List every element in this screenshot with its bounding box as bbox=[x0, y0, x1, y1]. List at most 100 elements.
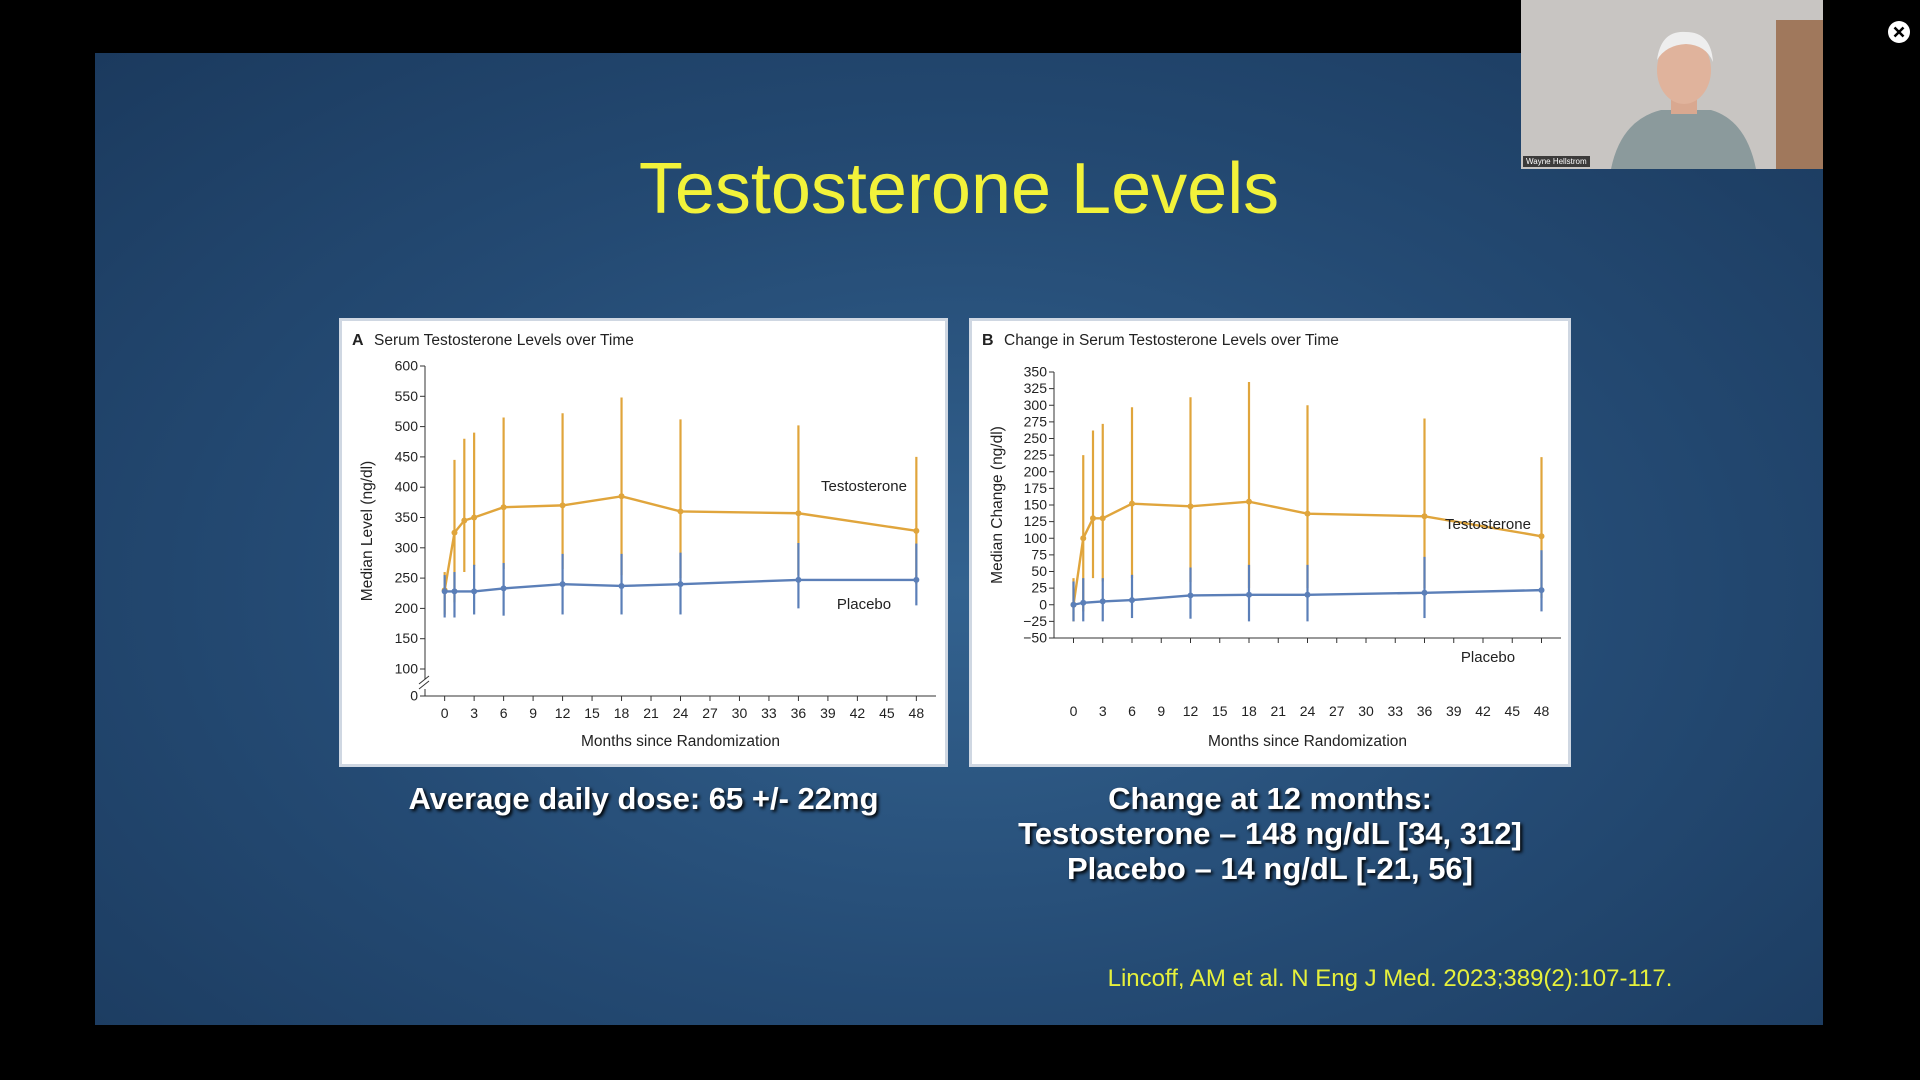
x-tick-label: 30 bbox=[732, 705, 748, 721]
data-point bbox=[441, 588, 448, 595]
y-axis-label: Median Change (ng/dl) bbox=[989, 426, 1006, 584]
data-point bbox=[913, 527, 920, 534]
x-tick-label: 12 bbox=[1183, 703, 1199, 719]
y-tick-label: 125 bbox=[1024, 513, 1048, 529]
y-tick-label: 100 bbox=[1024, 530, 1048, 546]
x-tick-label: 9 bbox=[1157, 703, 1165, 719]
data-point bbox=[1080, 535, 1087, 542]
x-tick-label: 24 bbox=[1300, 703, 1316, 719]
data-point bbox=[500, 585, 507, 592]
y-tick-label: 0 bbox=[1039, 596, 1047, 612]
data-point bbox=[1099, 598, 1106, 605]
y-tick-label: 325 bbox=[1024, 380, 1048, 396]
data-point bbox=[1070, 601, 1077, 608]
data-point bbox=[1421, 513, 1428, 520]
y-tick-label: 150 bbox=[1024, 497, 1048, 513]
data-point bbox=[559, 502, 566, 509]
y-tick-label: 50 bbox=[1031, 563, 1047, 579]
x-tick-label: 33 bbox=[1387, 703, 1403, 719]
data-point bbox=[913, 576, 920, 583]
caption-line: Placebo – 14 ng/dL [-21, 56] bbox=[1066, 851, 1473, 886]
series-label: Testosterone bbox=[1445, 516, 1531, 533]
citation: Lincoff, AM et al. N Eng J Med. 2023;389… bbox=[1107, 965, 1673, 992]
x-tick-label: 6 bbox=[1128, 703, 1136, 719]
x-tick-label: 18 bbox=[614, 705, 630, 721]
x-tick-label: 0 bbox=[441, 705, 449, 721]
x-tick-label: 3 bbox=[1099, 703, 1107, 719]
data-point bbox=[1099, 515, 1106, 522]
y-tick-label: 350 bbox=[1024, 364, 1048, 380]
slide-title: Testosterone Levels bbox=[638, 149, 1280, 229]
x-tick-label: 0 bbox=[1070, 703, 1078, 719]
y-tick-label: 225 bbox=[1024, 447, 1048, 463]
chart-panel: A Serum Testosterone Levels over Time 0 100… bbox=[339, 318, 948, 767]
y-tick-label: 150 bbox=[395, 630, 419, 646]
data-point bbox=[451, 588, 458, 595]
caption: Average daily dose: 65 +/- 22mg bbox=[408, 781, 879, 816]
caption: Change at 12 months: Testosterone – 148 … bbox=[969, 781, 1571, 886]
x-axis-label: Months since Randomization bbox=[581, 733, 780, 750]
x-axis-label: Months since Randomization bbox=[1208, 733, 1407, 750]
data-point bbox=[618, 493, 625, 500]
close-button[interactable] bbox=[1887, 20, 1911, 44]
y-tick-label: 200 bbox=[1024, 463, 1048, 479]
panel-label: A bbox=[352, 332, 364, 349]
y-tick-label: 175 bbox=[1024, 480, 1048, 496]
x-tick-label: 6 bbox=[500, 705, 508, 721]
data-point bbox=[1304, 510, 1311, 517]
x-tick-label: 30 bbox=[1358, 703, 1374, 719]
video-tile: Wayne Hellstrom bbox=[1521, 0, 1823, 169]
x-tick-label: 48 bbox=[909, 705, 925, 721]
chart-title: Serum Testosterone Levels over Time bbox=[374, 332, 634, 349]
data-point bbox=[500, 504, 507, 511]
data-point bbox=[1129, 500, 1135, 507]
y-tick-label: 25 bbox=[1031, 580, 1047, 596]
data-point bbox=[1129, 597, 1135, 604]
x-tick-label: 9 bbox=[529, 705, 537, 721]
data-point bbox=[795, 576, 802, 583]
data-point bbox=[559, 581, 566, 588]
y-tick-label: 275 bbox=[1024, 413, 1048, 429]
x-tick-label: 15 bbox=[1212, 703, 1228, 719]
data-point bbox=[1080, 599, 1087, 606]
x-tick-label: 45 bbox=[879, 705, 895, 721]
x-tick-label: 3 bbox=[470, 705, 478, 721]
y-tick-label: 250 bbox=[1024, 430, 1048, 446]
x-tick-label: 27 bbox=[702, 705, 718, 721]
series-line bbox=[443, 495, 917, 591]
data-point bbox=[471, 588, 478, 595]
x-tick-label: 18 bbox=[1241, 703, 1257, 719]
y-tick-label: 400 bbox=[395, 479, 419, 495]
caption-line: Testosterone – 148 ng/dL [34, 312] bbox=[1018, 816, 1522, 851]
data-point bbox=[618, 582, 625, 589]
x-tick-label: 39 bbox=[820, 705, 836, 721]
data-point bbox=[1187, 503, 1194, 510]
series-label: Placebo bbox=[1461, 649, 1515, 666]
series-label: Placebo bbox=[837, 596, 891, 613]
chart: B Change in Serum Testosterone Levels ove… bbox=[982, 332, 1561, 750]
x-tick-label: 39 bbox=[1446, 703, 1462, 719]
data-point bbox=[1187, 592, 1194, 599]
data-point bbox=[1421, 589, 1428, 596]
series-line bbox=[1072, 500, 1542, 605]
y-tick-label: 100 bbox=[395, 661, 419, 677]
y-tick-label: 600 bbox=[395, 358, 419, 374]
x-tick-label: 36 bbox=[791, 705, 807, 721]
axis-break bbox=[418, 675, 430, 690]
x-tick-label: 36 bbox=[1417, 703, 1433, 719]
x-tick-label: 48 bbox=[1534, 703, 1550, 719]
y-tick-label: 350 bbox=[395, 509, 419, 525]
x-tick-label: 24 bbox=[673, 705, 689, 721]
y-tick-label: −25 bbox=[1023, 613, 1047, 629]
x-tick-label: 42 bbox=[1475, 703, 1491, 719]
chart: A Serum Testosterone Levels over Time 0 100… bbox=[352, 332, 936, 750]
y-tick-label: −50 bbox=[1023, 630, 1047, 646]
y-tick-label: 550 bbox=[395, 388, 419, 404]
y-axis-label: Median Level (ng/dl) bbox=[359, 461, 376, 601]
series-label: Testosterone bbox=[821, 478, 907, 495]
y-tick-label: 200 bbox=[395, 600, 419, 616]
caption-line: Change at 12 months: bbox=[1108, 781, 1432, 816]
x-tick-label: 45 bbox=[1504, 703, 1520, 719]
data-point bbox=[1304, 591, 1311, 598]
